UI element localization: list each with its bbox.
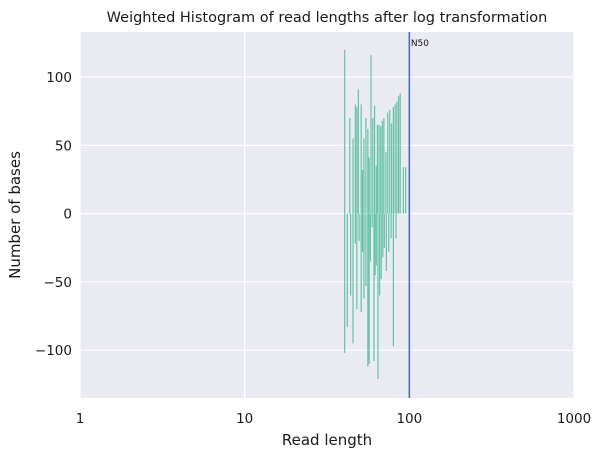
x-tick-label: 100 bbox=[396, 411, 422, 427]
plot-background bbox=[80, 32, 574, 398]
bar-negative bbox=[375, 213, 377, 266]
bar-positive bbox=[363, 138, 365, 214]
y-tick-label: −100 bbox=[35, 343, 72, 359]
bar-positive bbox=[378, 124, 380, 214]
bar-negative bbox=[352, 213, 354, 344]
bar-positive bbox=[349, 118, 351, 214]
bar-negative bbox=[371, 213, 373, 228]
bar-negative bbox=[380, 213, 382, 280]
bar-negative bbox=[390, 213, 392, 239]
bar-positive bbox=[360, 104, 362, 214]
n50-reference-line: N50 bbox=[408, 32, 429, 398]
chart-title: Weighted Histogram of read lengths after… bbox=[107, 10, 548, 26]
bar-negative bbox=[363, 213, 365, 299]
bar-positive bbox=[383, 118, 385, 214]
bar-negative bbox=[379, 213, 381, 296]
bar-negative bbox=[373, 213, 375, 362]
n50-label: N50 bbox=[411, 39, 429, 49]
bar-negative bbox=[344, 213, 346, 353]
bar-positive bbox=[392, 107, 394, 214]
bar-positive bbox=[352, 138, 354, 214]
bar-negative bbox=[346, 213, 348, 327]
bar-negative bbox=[392, 213, 394, 347]
bar-positive bbox=[405, 167, 407, 214]
y-tick-label: 50 bbox=[55, 138, 72, 154]
bar-positive bbox=[399, 93, 401, 214]
bar-negative bbox=[354, 213, 356, 244]
bar-positive bbox=[367, 128, 369, 214]
bar-positive bbox=[402, 167, 404, 214]
bar-positive bbox=[394, 104, 396, 214]
bar-positive bbox=[385, 152, 387, 214]
bar-positive bbox=[390, 123, 393, 214]
bar-negative bbox=[395, 213, 397, 239]
bar-positive bbox=[380, 126, 382, 214]
bar-negative bbox=[358, 213, 360, 241]
bar-positive bbox=[365, 118, 367, 214]
bar-positive bbox=[357, 89, 359, 214]
bar-negative bbox=[361, 213, 364, 252]
x-tick-labels: 1 10 100 1000 bbox=[76, 411, 591, 427]
bar-negative bbox=[383, 213, 385, 248]
y-tick-label: 0 bbox=[63, 207, 72, 223]
bar-negative bbox=[350, 213, 352, 296]
bar-positive bbox=[375, 165, 377, 214]
bar-negative bbox=[360, 213, 362, 312]
x-tick-label: 1 bbox=[76, 411, 85, 427]
bar-positive bbox=[368, 157, 370, 214]
bar-positive bbox=[356, 107, 358, 214]
x-tick-label: 1000 bbox=[557, 411, 591, 427]
bar-negative bbox=[365, 213, 367, 287]
bar-negative bbox=[382, 213, 384, 258]
x-axis-label: Read length bbox=[282, 431, 372, 449]
bar-negative bbox=[377, 213, 379, 379]
bar-negative bbox=[356, 213, 358, 310]
bar-positive bbox=[387, 112, 389, 214]
x-tick-label: 10 bbox=[236, 411, 253, 427]
bar-negative bbox=[367, 213, 369, 367]
bar-negative bbox=[368, 213, 370, 364]
bar-positive bbox=[389, 109, 391, 214]
bar-negative bbox=[369, 213, 371, 262]
y-tick-label: −50 bbox=[44, 275, 73, 291]
bar-positive bbox=[372, 118, 374, 214]
bar-positive bbox=[370, 55, 372, 214]
bar-negative bbox=[385, 213, 387, 271]
bar-negative bbox=[374, 213, 376, 276]
bar-negative bbox=[388, 213, 390, 252]
bar-positive bbox=[381, 120, 383, 214]
y-axis-label: Number of bases bbox=[6, 151, 24, 279]
bar-positive bbox=[376, 124, 379, 214]
bar-positive bbox=[354, 104, 356, 214]
bar-positive bbox=[344, 49, 346, 214]
bar-positive bbox=[397, 96, 400, 214]
bar-positive bbox=[396, 101, 398, 214]
bar-positive bbox=[361, 169, 364, 214]
bars bbox=[344, 49, 407, 379]
y-tick-label: 100 bbox=[46, 70, 72, 86]
y-tick-labels: −100 −50 0 50 100 bbox=[35, 70, 72, 359]
bar-positive bbox=[373, 105, 376, 214]
